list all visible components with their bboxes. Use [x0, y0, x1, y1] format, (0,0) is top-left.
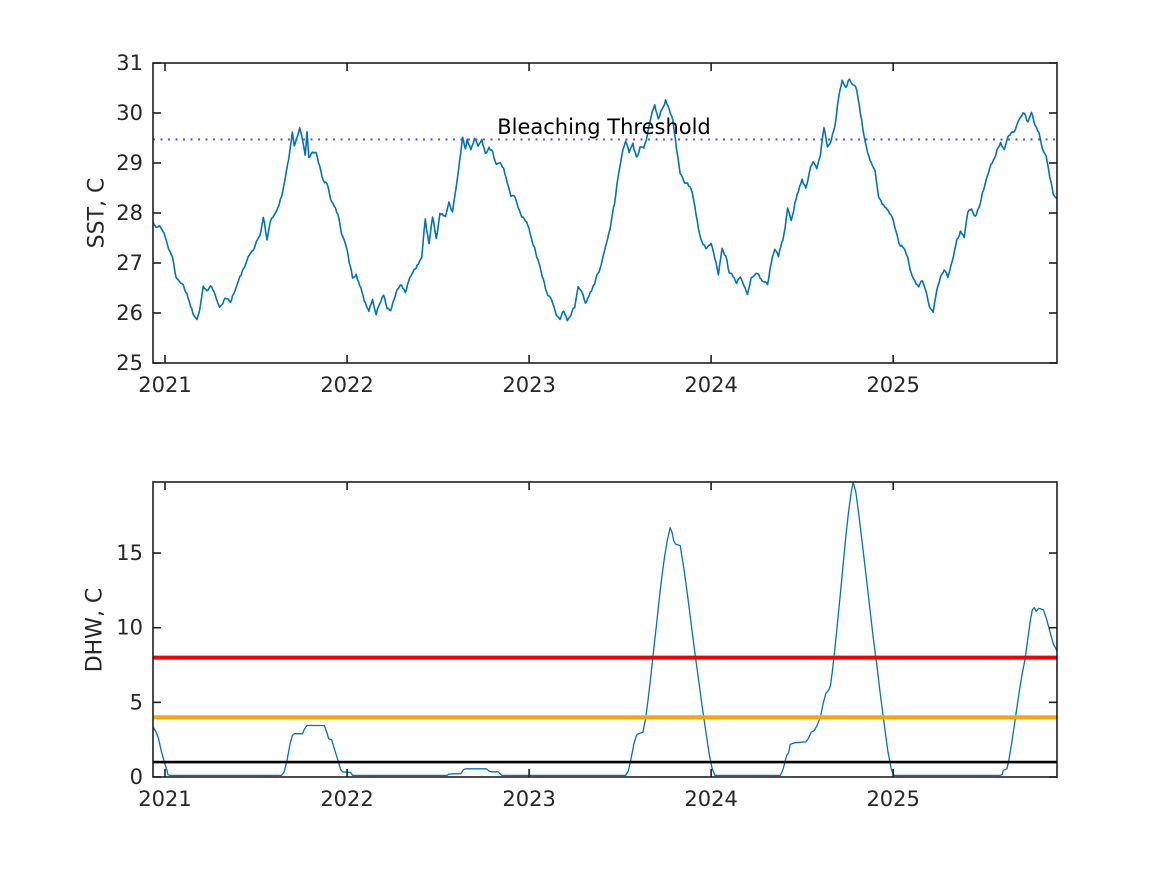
- x-tick-label: 2025: [866, 787, 919, 811]
- x-tick-label: 2022: [320, 373, 373, 397]
- x-tick-label: 2021: [138, 787, 191, 811]
- y-tick-label: 30: [116, 101, 143, 125]
- dhw-subplot: 2021 2022 2023 2024 2025 0 5 10 15: [116, 481, 1058, 811]
- y-tick-label: 25: [116, 351, 143, 375]
- y-tick-label: 28: [116, 201, 143, 225]
- axes-box: [152, 481, 1058, 778]
- x-tick-label: 2025: [866, 373, 919, 397]
- sst-subplot: 2021 2022 2023 2024 2025 25 26 27 28 29 30 31: [116, 51, 1058, 397]
- sst-line: [153, 78, 1057, 322]
- y-tick-label: 5: [130, 690, 143, 714]
- x-tick-label: 2024: [684, 787, 737, 811]
- y-tick-label: 0: [130, 765, 143, 789]
- y-tick-label: 26: [116, 301, 143, 325]
- y-tick-label: 27: [116, 251, 143, 275]
- sst-axis-ylabel: SST, C: [84, 177, 110, 249]
- x-tick-label: 2023: [502, 787, 555, 811]
- dhw-axis-ylabel: DHW, C: [82, 587, 108, 673]
- x-tick-label: 2022: [320, 787, 373, 811]
- y-tick-label: 31: [116, 51, 143, 75]
- bleaching-threshold-label: Bleaching Threshold: [497, 115, 711, 139]
- y-tick-label: 29: [116, 151, 143, 175]
- x-tick-label: 2024: [684, 373, 737, 397]
- dhw-line: [153, 482, 1057, 777]
- x-tick-label: 2023: [502, 373, 555, 397]
- x-tick-label: 2021: [138, 373, 191, 397]
- y-tick-label: 10: [116, 616, 143, 640]
- y-tick-label: 15: [116, 541, 143, 565]
- axes-box: [152, 62, 1058, 364]
